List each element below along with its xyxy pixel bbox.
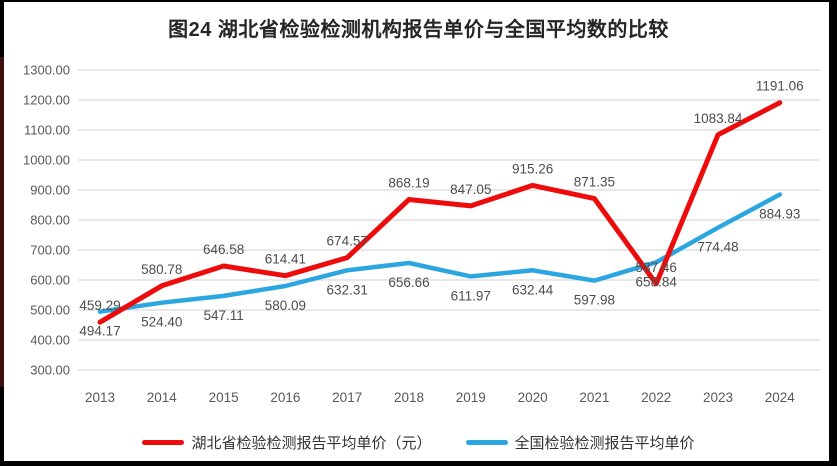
data-label: 547.11 <box>203 308 243 323</box>
x-axis-tick-label: 2024 <box>765 390 796 405</box>
data-label: 580.09 <box>265 298 306 313</box>
x-axis-tick-label: 2019 <box>456 390 486 405</box>
x-axis-tick-label: 2018 <box>394 390 424 405</box>
data-label: 1191.06 <box>756 79 804 94</box>
y-axis-tick-label: 1100.00 <box>24 123 70 138</box>
data-label: 597.98 <box>574 293 615 308</box>
screen-border-left-red-strip <box>0 57 4 387</box>
data-label: 459.29 <box>79 298 120 313</box>
data-label: 847.05 <box>450 182 491 197</box>
data-label: 658.84 <box>636 274 678 289</box>
data-label: 871.35 <box>574 175 615 190</box>
data-label: 884.93 <box>759 207 800 222</box>
y-axis-tick-label: 900.00 <box>30 183 70 198</box>
red-line-swatch <box>142 440 185 445</box>
x-axis-tick-label: 2021 <box>579 390 609 405</box>
data-label: 915.26 <box>512 161 553 176</box>
chart-title: 图24 湖北省检验检测机构报告单价与全国平均数的比较 <box>168 19 669 41</box>
data-label: 494.17 <box>79 324 120 339</box>
data-label: 587.46 <box>636 260 677 275</box>
screen-border-bottom <box>0 461 837 466</box>
series-line-hubei <box>97 100 783 325</box>
legend-item-hubei: 湖北省检验检测报告平均单价（元） <box>142 432 432 453</box>
y-axis-tick-label: 1200.00 <box>23 93 70 108</box>
data-label: 656.66 <box>388 275 429 290</box>
data-label: 632.31 <box>327 282 368 297</box>
x-axis-tick-label: 2014 <box>147 390 178 405</box>
data-label: 614.41 <box>265 252 306 267</box>
x-axis-tick-label: 2013 <box>85 390 115 405</box>
y-axis-tick-label: 500.00 <box>30 303 70 318</box>
screen-border-right <box>829 0 837 466</box>
x-axis-tick-label: 2022 <box>641 390 671 405</box>
blue-line-swatch <box>465 440 508 445</box>
y-axis-tick-label: 400.00 <box>30 333 70 348</box>
data-label: 1083.84 <box>694 111 743 126</box>
x-axis-tick-label: 2017 <box>332 390 362 405</box>
data-label: 674.57 <box>327 234 368 249</box>
data-label: 868.19 <box>388 176 429 191</box>
data-label: 524.40 <box>141 315 182 330</box>
y-axis-tick-label: 800.00 <box>30 213 70 228</box>
x-axis-tick-label: 2020 <box>518 390 548 405</box>
data-label: 774.48 <box>697 240 738 255</box>
legend: 湖北省检验检测报告平均单价（元） 全国检验检测报告平均单价 <box>0 432 837 453</box>
legend-label-hubei: 湖北省检验检测报告平均单价（元） <box>191 435 432 452</box>
x-axis-tick-label: 2023 <box>703 390 733 405</box>
x-axis-tick-label: 2016 <box>270 390 300 405</box>
y-axis-tick-label: 1300.00 <box>23 63 70 78</box>
y-axis-tick-label: 600.00 <box>30 273 70 288</box>
data-label: 646.58 <box>203 242 244 257</box>
y-axis-tick-label: 1000.00 <box>23 153 70 168</box>
x-axis-tick-label: 2015 <box>209 390 239 405</box>
data-label: 580.78 <box>141 262 182 277</box>
screen-border-top <box>0 0 837 2</box>
legend-label-national: 全国检验检测报告平均单价 <box>514 435 695 452</box>
data-label: 632.44 <box>512 282 554 297</box>
legend-item-national: 全国检验检测报告平均单价 <box>465 432 695 453</box>
y-axis-tick-label: 300.00 <box>30 363 70 378</box>
y-axis-tick-label: 700.00 <box>30 243 70 258</box>
data-label: 611.97 <box>451 288 491 303</box>
